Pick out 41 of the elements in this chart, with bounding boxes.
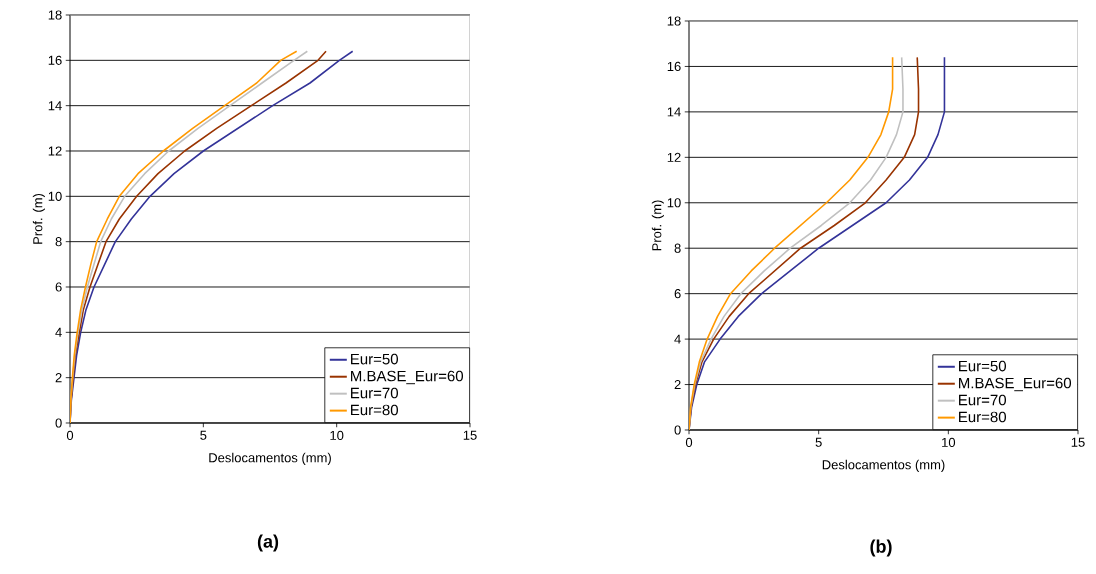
x-tick-label: 10	[330, 430, 344, 440]
legend-label: Eur=70	[351, 387, 398, 399]
y-tick-label: 8	[55, 237, 62, 247]
text: (b)	[870, 539, 892, 557]
legend-label: Eur=80	[351, 404, 398, 416]
legend-label: Eur=50	[959, 360, 1006, 372]
y-tick-label: 4	[55, 327, 62, 337]
y-tick-label: 10	[48, 191, 62, 201]
y-tick-label: 2	[674, 380, 681, 390]
y-tick-label: 14	[48, 101, 62, 111]
y-tick-label: 12	[667, 152, 681, 162]
x-tick-label: 0	[66, 430, 74, 440]
y-axis-title: Prof. (m)	[651, 200, 664, 251]
y-tick-label: 10	[667, 198, 681, 208]
x-tick-label: 0	[685, 437, 693, 447]
text: (a)	[257, 534, 279, 552]
x-tick-label: 10	[942, 437, 956, 447]
legend-label: Eur=70	[959, 394, 1006, 406]
legend-label: Eur=50	[351, 353, 398, 365]
y-tick-label: 6	[55, 282, 62, 292]
y-tick-label: 16	[667, 61, 681, 72]
y-tick-label: 18	[667, 16, 681, 26]
y-tick-label: 6	[674, 289, 681, 299]
y-tick-label: 16	[48, 55, 62, 65]
y-tick-label: 2	[55, 373, 62, 383]
y-tick-label: 0	[55, 418, 62, 428]
legend-label: M.BASE_Eur=60	[959, 377, 1072, 392]
x-tick-label: 5	[200, 430, 207, 440]
x-tick-label: 5	[815, 437, 822, 447]
y-tick-label: 18	[48, 10, 62, 20]
y-tick-label: 14	[667, 107, 681, 117]
x-tick-label: 15	[463, 430, 477, 440]
y-tick-label: 12	[48, 146, 62, 156]
legend-label: M.BASE_Eur=60	[351, 370, 464, 385]
y-tick-label: 4	[674, 334, 681, 344]
x-axis-title: Deslocamentos (mm)	[209, 452, 331, 465]
y-tick-label: 8	[674, 243, 681, 253]
x-axis-title: Deslocamentos (mm)	[822, 459, 945, 472]
legend-label: Eur=80	[959, 411, 1006, 423]
y-axis-title: Prof. (m)	[32, 193, 45, 244]
x-tick-label: 15	[1071, 437, 1085, 447]
